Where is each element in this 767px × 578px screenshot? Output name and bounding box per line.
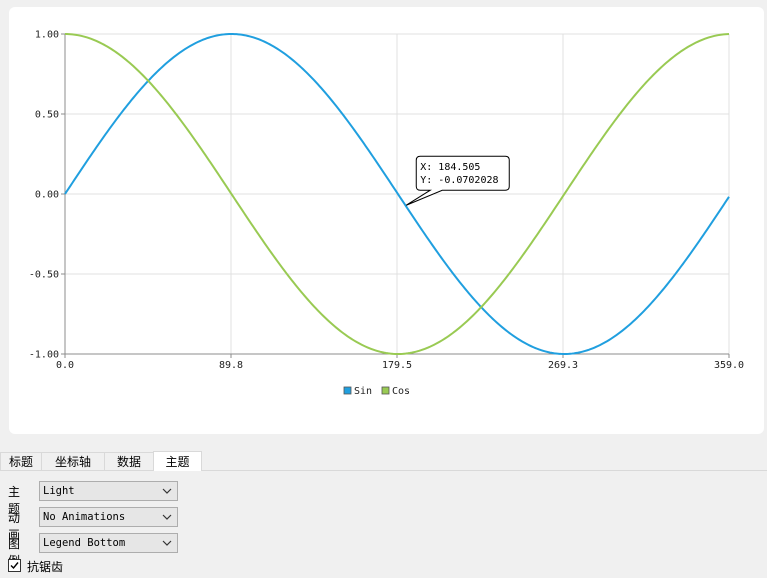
tick-labels: 0.0 89.8 179.5 269.3 359.0 1.00 0.50 0.00 -0.50 -… [29, 30, 744, 372]
tab-data[interactable]: 数据 [104, 452, 154, 470]
legend-label-sin[interactable]: Sin [354, 386, 372, 397]
x-tick-label: 269.3 [548, 360, 578, 371]
axes [61, 33, 730, 358]
chevron-down-icon [162, 540, 172, 546]
legend-select-value: Legend Bottom [43, 537, 126, 549]
y-tick-label: 1.00 [35, 30, 59, 41]
y-tick-label: -0.50 [29, 270, 59, 281]
tooltip: X: 184.505 Y: -0.0702028 [405, 155, 510, 206]
x-tick-label: 0.0 [56, 360, 74, 371]
legend-label-cos[interactable]: Cos [392, 386, 410, 397]
tab-title[interactable]: 标题 [0, 452, 42, 470]
animation-select[interactable]: No Animations [39, 507, 178, 527]
y-tick-label: 0.50 [35, 110, 59, 121]
tooltip-x-value: X: 184.505 [420, 162, 480, 173]
theme-label: 主题 [8, 485, 21, 516]
x-tick-label: 89.8 [219, 360, 243, 371]
series [64, 32, 730, 356]
line-chart: 0.0 89.8 179.5 269.3 359.0 1.00 0.50 0.00 -0.50 -… [29, 30, 744, 398]
y-tick-label: -1.00 [29, 350, 59, 361]
series-line-sin [64, 32, 730, 356]
x-tick-label: 179.5 [382, 360, 412, 371]
legend[interactable]: Sin Cos [343, 386, 410, 397]
legend-swatch-sin[interactable] [343, 386, 352, 395]
chevron-down-icon [162, 514, 172, 520]
animation-label: 动画 [8, 511, 21, 542]
chevron-down-icon [162, 488, 172, 494]
legend-swatch-cos[interactable] [381, 386, 390, 395]
x-tick-label: 359.0 [714, 360, 744, 371]
tooltip-y-value: Y: -0.0702028 [420, 175, 498, 186]
theme-select[interactable]: Light [39, 481, 178, 501]
tab-theme[interactable]: 主题 [153, 451, 202, 471]
checkmark-icon [10, 562, 19, 570]
animation-select-value: No Animations [43, 511, 126, 523]
tab-baseline [0, 470, 767, 471]
legend-select[interactable]: Legend Bottom [39, 533, 178, 553]
tab-bar: 标题 坐标轴 数据 主题 [0, 451, 767, 471]
series-line-cos [64, 33, 730, 355]
antialias-checkbox[interactable] [8, 559, 21, 572]
y-tick-label: 0.00 [35, 190, 59, 201]
antialias-label: 抗锯齿 [27, 560, 64, 574]
theme-select-value: Light [43, 485, 75, 497]
chart-panel: 0.0 89.8 179.5 269.3 359.0 1.00 0.50 0.00 -0.50 -… [9, 7, 764, 434]
tooltip-callout [405, 155, 510, 206]
tab-axes[interactable]: 坐标轴 [41, 452, 105, 470]
